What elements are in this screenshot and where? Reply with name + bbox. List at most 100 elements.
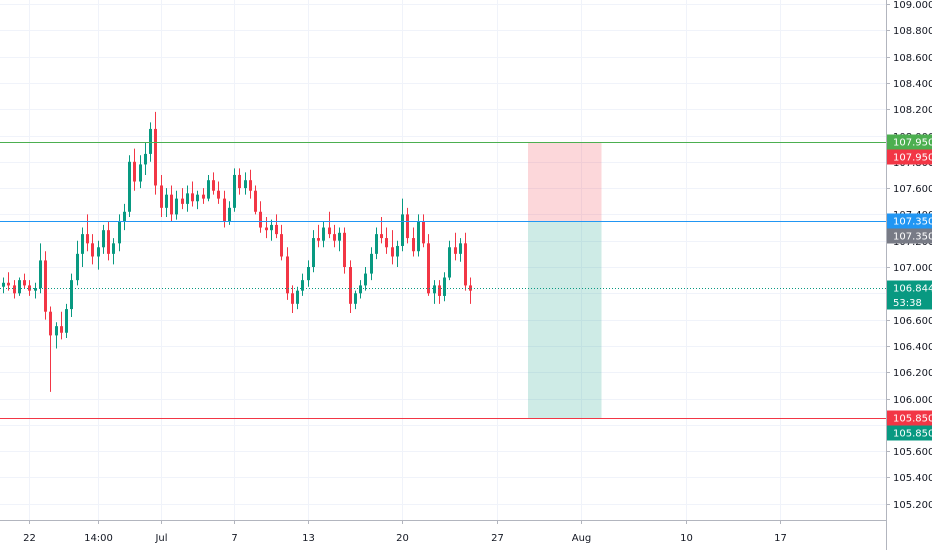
candle-body <box>333 234 336 241</box>
candle-body <box>317 238 320 241</box>
candle <box>301 273 304 296</box>
y-tick-label: 107.600 <box>893 184 932 195</box>
candle-body <box>270 224 273 231</box>
candle-body <box>107 230 110 254</box>
candle-body <box>469 285 472 291</box>
candle-body <box>212 180 215 191</box>
candle-body <box>233 174 236 208</box>
candle-body <box>154 128 157 186</box>
candle-body <box>296 290 299 304</box>
risk-zone[interactable] <box>528 142 602 221</box>
candle <box>170 185 173 221</box>
candle-body <box>2 282 5 287</box>
level-lines[interactable] <box>0 142 886 419</box>
entry-label-bg <box>887 213 932 229</box>
candle-body <box>202 194 205 199</box>
y-tick-label: 105.600 <box>893 447 932 458</box>
candle <box>228 201 231 225</box>
candle <box>385 227 388 254</box>
candle <box>333 224 336 248</box>
time-axis[interactable]: 22 14:00 Jul 7 13 20 27 Aug 10 17 <box>23 520 787 544</box>
candle-body <box>49 311 52 336</box>
candle <box>422 214 425 248</box>
candle <box>165 188 168 218</box>
candle-body <box>396 245 399 257</box>
y-tick-label: 106.600 <box>893 316 932 327</box>
candle-body <box>391 247 394 257</box>
candle <box>370 247 373 281</box>
candle-body <box>312 238 315 267</box>
candle-body <box>86 234 89 244</box>
candle <box>133 148 136 191</box>
countdown-label-text: 53:38 <box>893 298 922 309</box>
candle <box>322 220 325 248</box>
candle <box>312 230 315 273</box>
y-tick-label: 108.400 <box>893 79 932 90</box>
candle <box>91 234 94 265</box>
candle-body <box>286 256 289 294</box>
candle-body <box>139 164 142 182</box>
candle <box>154 111 157 195</box>
candle <box>433 280 436 304</box>
candle-body <box>349 267 352 304</box>
candle-body <box>97 247 100 257</box>
candle-body <box>328 227 331 235</box>
candle-body <box>133 161 136 182</box>
candle-body <box>186 193 189 204</box>
candle <box>364 267 367 291</box>
candle <box>270 219 273 241</box>
grid <box>0 0 886 520</box>
candle-body <box>39 260 42 289</box>
reward-zone[interactable] <box>528 220 602 419</box>
candle <box>454 232 457 261</box>
x-tick-label: 22 <box>23 533 36 544</box>
candle <box>286 247 289 300</box>
position-box[interactable] <box>528 142 602 419</box>
candle <box>28 280 31 296</box>
candle-body <box>70 280 73 310</box>
candle <box>354 290 357 310</box>
candle <box>296 286 299 310</box>
candle <box>417 214 420 257</box>
candle <box>223 190 226 228</box>
candle-body <box>354 293 357 304</box>
candle-body <box>165 194 168 208</box>
candle-body <box>238 174 241 189</box>
stop-secondary-label-bg <box>887 425 932 441</box>
candle-body <box>149 128 152 154</box>
candle <box>186 185 189 212</box>
stop-secondary-label-text: 105.850 <box>893 429 932 440</box>
candle-body <box>170 194 173 215</box>
candle-body <box>385 238 388 248</box>
candle <box>212 172 215 195</box>
x-tick-label: 7 <box>231 533 237 544</box>
candle <box>275 214 278 239</box>
candle-body <box>223 198 226 221</box>
candle <box>128 155 131 218</box>
candle-body <box>448 247 451 278</box>
candle <box>401 198 404 252</box>
target-label-text: 107.950 <box>893 138 932 149</box>
entry-secondary-label: 107.350 <box>887 228 932 244</box>
last-price-label: 106.844 <box>887 280 932 296</box>
candle <box>375 227 378 260</box>
candle <box>396 240 399 267</box>
candle-body <box>60 326 63 333</box>
candle <box>254 185 257 215</box>
target-secondary-label-text: 107.950 <box>893 153 932 164</box>
candle <box>443 272 446 302</box>
x-tick-label: 17 <box>774 533 787 544</box>
candle-body <box>454 247 457 254</box>
candle <box>175 190 178 220</box>
candle <box>7 272 10 291</box>
candle-body <box>364 273 367 286</box>
candle <box>191 181 194 207</box>
candle-body <box>459 243 462 254</box>
candle-body <box>102 230 105 248</box>
candle-body <box>254 190 257 212</box>
x-tick-label: 27 <box>491 533 504 544</box>
entry-label: 107.350 <box>887 213 932 229</box>
candle-body <box>65 309 68 333</box>
candle <box>249 169 252 199</box>
